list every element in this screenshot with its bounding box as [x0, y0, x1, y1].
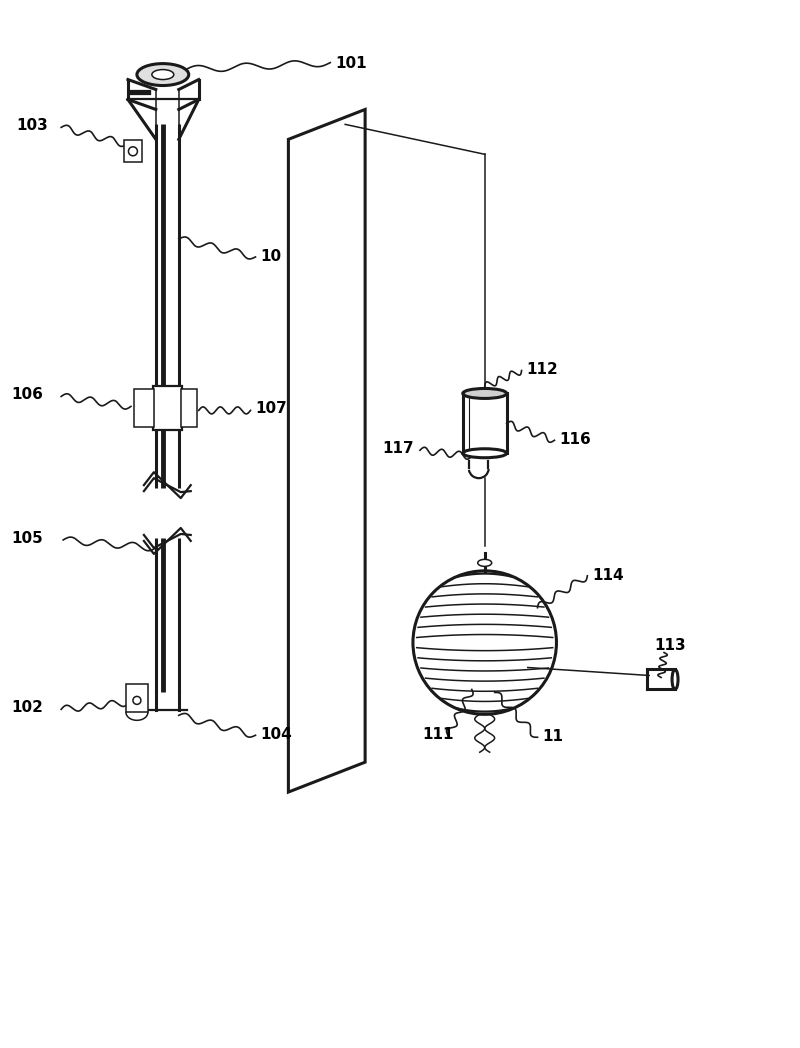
Bar: [134, 390, 154, 428]
Text: 106: 106: [11, 388, 43, 402]
Bar: [153, 387, 182, 431]
Bar: [181, 390, 197, 428]
Text: 10: 10: [261, 249, 282, 264]
Text: 116: 116: [559, 432, 591, 447]
Text: 111: 111: [422, 727, 454, 742]
Ellipse shape: [462, 449, 506, 458]
Text: 102: 102: [11, 700, 43, 716]
Ellipse shape: [152, 69, 174, 80]
Text: 114: 114: [592, 568, 624, 583]
Bar: [126, 684, 148, 713]
Text: 112: 112: [526, 362, 558, 376]
Ellipse shape: [137, 64, 189, 86]
Text: 11: 11: [542, 729, 563, 744]
Text: 105: 105: [11, 531, 43, 546]
Text: 117: 117: [382, 441, 414, 456]
Ellipse shape: [672, 670, 678, 690]
Ellipse shape: [462, 389, 506, 398]
Bar: [124, 140, 142, 162]
Text: 103: 103: [16, 118, 48, 133]
Text: 101: 101: [335, 56, 367, 70]
Text: 113: 113: [654, 637, 686, 653]
Ellipse shape: [478, 560, 492, 566]
Text: 104: 104: [261, 727, 292, 742]
Text: 107: 107: [255, 401, 287, 416]
